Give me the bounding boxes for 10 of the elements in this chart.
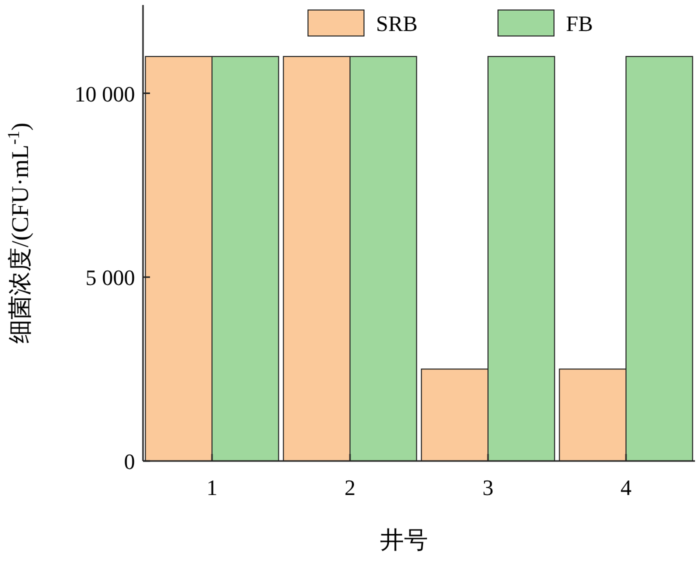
legend-label: FB — [566, 11, 593, 36]
y-tick-label: 5 000 — [86, 265, 135, 290]
legend-label: SRB — [376, 11, 418, 36]
x-tick-label: 2 — [344, 475, 356, 500]
y-tick-label: 0 — [124, 449, 135, 474]
y-tick-label: 10 000 — [74, 81, 135, 106]
x-tick-label: 4 — [620, 475, 632, 500]
x-tick-label: 3 — [482, 475, 494, 500]
x-tick-label: 1 — [206, 475, 218, 500]
x-axis-title: 井号 — [380, 528, 428, 554]
